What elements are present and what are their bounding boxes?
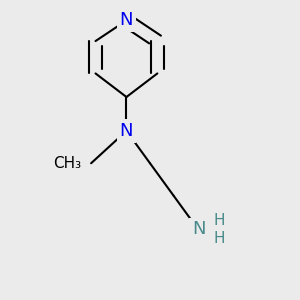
- Text: N: N: [120, 122, 133, 140]
- Text: H: H: [213, 213, 225, 228]
- Text: CH₃: CH₃: [53, 156, 82, 171]
- Text: N: N: [120, 11, 133, 29]
- Text: H: H: [213, 231, 225, 246]
- Text: N: N: [192, 220, 205, 238]
